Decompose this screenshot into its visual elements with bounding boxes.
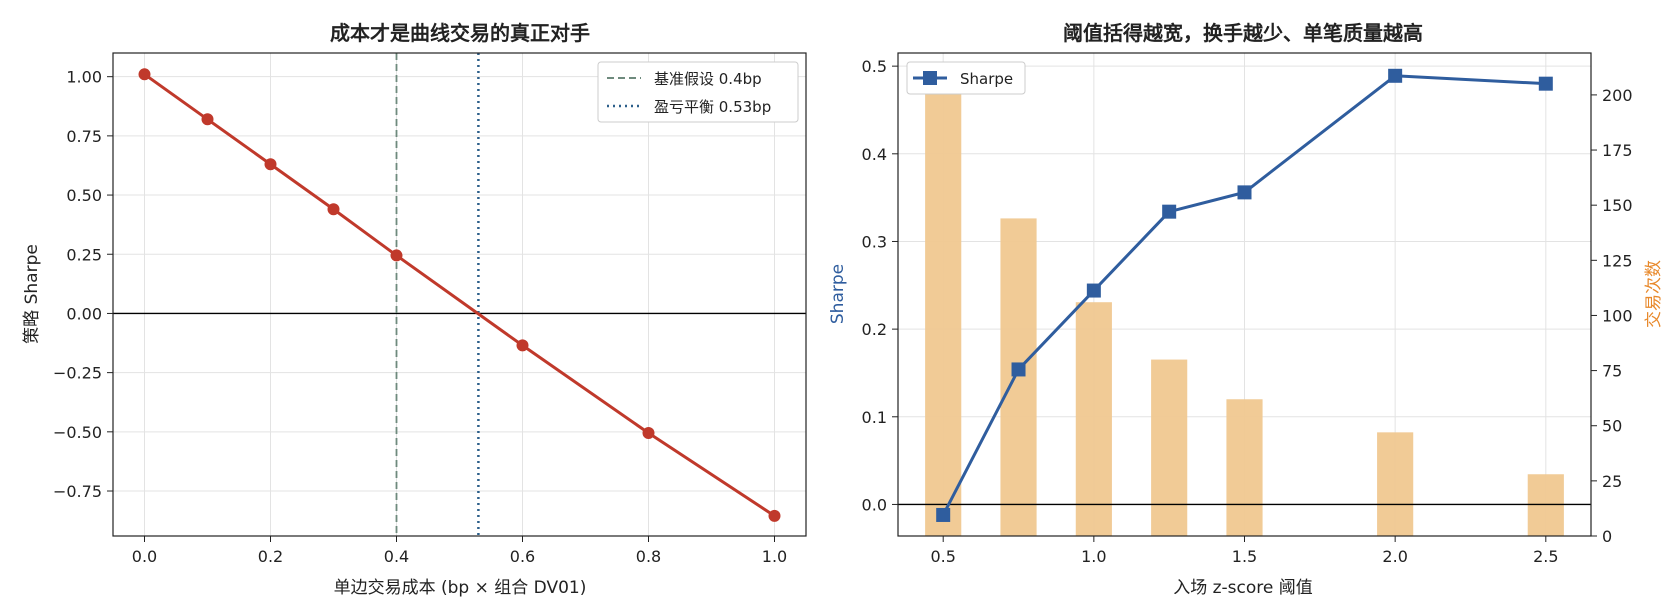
right-bar-4 — [1226, 399, 1263, 536]
left-legend-box — [597, 61, 799, 123]
left-y-tick-label-1: −0.50 — [53, 423, 102, 442]
legend-marker-sharpe — [923, 71, 937, 85]
left-x-tick-label-0: 0.0 — [132, 547, 157, 566]
right-left-tick-label-4: 0.4 — [862, 145, 887, 164]
left-x-tick-label-3: 0.6 — [510, 547, 535, 566]
right-bar-2 — [1075, 302, 1112, 536]
right-right-tick-label-1: 25 — [1602, 472, 1622, 491]
right-bar-0 — [925, 75, 962, 536]
right-right-tick-label-2: 50 — [1602, 417, 1622, 436]
right-data-point-3 — [1162, 204, 1177, 219]
left-y-tick-label-2: −0.25 — [53, 364, 102, 383]
left-y-tick-label-3: 0.00 — [66, 304, 102, 323]
right-y-axis-label-left: Sharpe — [828, 264, 848, 324]
left-chart: 成本才是曲线交易的真正对手 0.0 0.2 0.4 0.6 0.8 1.0 −0.75 −0… — [22, 21, 807, 598]
right-right-tick-label-7: 175 — [1602, 141, 1633, 160]
left-data-point-0 — [138, 68, 151, 81]
left-y-axis-label: 策略 Sharpe — [22, 244, 42, 344]
right-left-tick-label-5: 0.5 — [862, 57, 887, 76]
left-data-point-5 — [516, 339, 529, 352]
right-x-tick-label-2: 1.5 — [1232, 547, 1257, 566]
right-chart: 阈值括得越宽，换手越少、单笔质量越高 0.5 1.0 1.5 2.0 2.5 0.0 0.… — [828, 21, 1664, 598]
right-legend: Sharpe — [906, 61, 1026, 95]
right-x-tick-label-0: 0.5 — [930, 547, 955, 566]
left-data-point-1 — [201, 113, 214, 126]
left-y-tick-label-4: 0.25 — [66, 245, 102, 264]
legend-label-sharpe: Sharpe — [960, 70, 1013, 88]
right-data-point-1 — [1011, 362, 1026, 377]
right-y-axis-label-right: 交易次数 — [1644, 260, 1664, 328]
right-x-tick-label-1: 1.0 — [1081, 547, 1106, 566]
right-data-point-2 — [1086, 283, 1101, 298]
left-data-point-7 — [768, 509, 781, 522]
left-legend: 基准假设 0.4bp 盈亏平衡 0.53bp — [597, 61, 799, 123]
legend-label-baseline: 基准假设 0.4bp — [654, 70, 762, 88]
right-bar-6 — [1527, 474, 1564, 536]
right-right-tick-label-0: 0 — [1602, 527, 1612, 546]
right-left-tick-label-2: 0.2 — [862, 320, 887, 339]
right-bar-3 — [1151, 359, 1188, 536]
left-plot-frame — [112, 52, 807, 537]
right-right-tick-label-8: 200 — [1602, 86, 1633, 105]
right-bar-1 — [1000, 218, 1037, 537]
right-x-tick-label-4: 2.5 — [1533, 547, 1558, 566]
left-x-tick-label-2: 0.4 — [384, 547, 409, 566]
right-left-tick-label-1: 0.1 — [862, 408, 887, 427]
right-right-tick-label-6: 150 — [1602, 196, 1633, 215]
left-y-tick-label-0: −0.75 — [53, 482, 102, 501]
right-right-tick-label-4: 100 — [1602, 306, 1633, 325]
right-x-axis-label: 入场 z-score 阈值 — [1173, 578, 1313, 598]
left-x-tick-label-1: 0.2 — [258, 547, 283, 566]
left-data-point-4 — [390, 249, 403, 262]
left-series-line — [143, 73, 776, 518]
left-data-point-3 — [327, 203, 340, 216]
right-bar-5 — [1377, 432, 1414, 536]
left-x-axis-label: 单边交易成本 (bp × 组合 DV01) — [334, 578, 587, 598]
right-data-point-0 — [936, 507, 951, 522]
right-left-tick-label-0: 0.0 — [862, 495, 887, 514]
left-y-tick-label-5: 0.50 — [66, 186, 102, 205]
right-data-point-4 — [1237, 185, 1252, 200]
left-y-tick-label-6: 0.75 — [66, 127, 102, 146]
right-legend-box — [906, 61, 1026, 95]
right-data-point-6 — [1538, 76, 1553, 91]
right-right-tick-label-3: 75 — [1602, 362, 1622, 381]
right-chart-title: 阈值括得越宽，换手越少、单笔质量越高 — [1063, 21, 1423, 45]
left-data-point-6 — [642, 427, 655, 440]
right-x-tick-label-3: 2.0 — [1382, 547, 1407, 566]
left-chart-title: 成本才是曲线交易的真正对手 — [330, 21, 590, 45]
legend-label-breakeven: 盈亏平衡 0.53bp — [654, 98, 771, 116]
left-x-tick-label-5: 1.0 — [762, 547, 787, 566]
left-data-point-2 — [264, 158, 277, 171]
right-left-tick-label-3: 0.3 — [862, 232, 887, 251]
right-data-point-5 — [1388, 68, 1403, 83]
left-x-tick-label-4: 0.8 — [636, 547, 661, 566]
right-right-tick-label-5: 125 — [1602, 251, 1633, 270]
left-y-tick-label-7: 1.00 — [66, 68, 102, 87]
